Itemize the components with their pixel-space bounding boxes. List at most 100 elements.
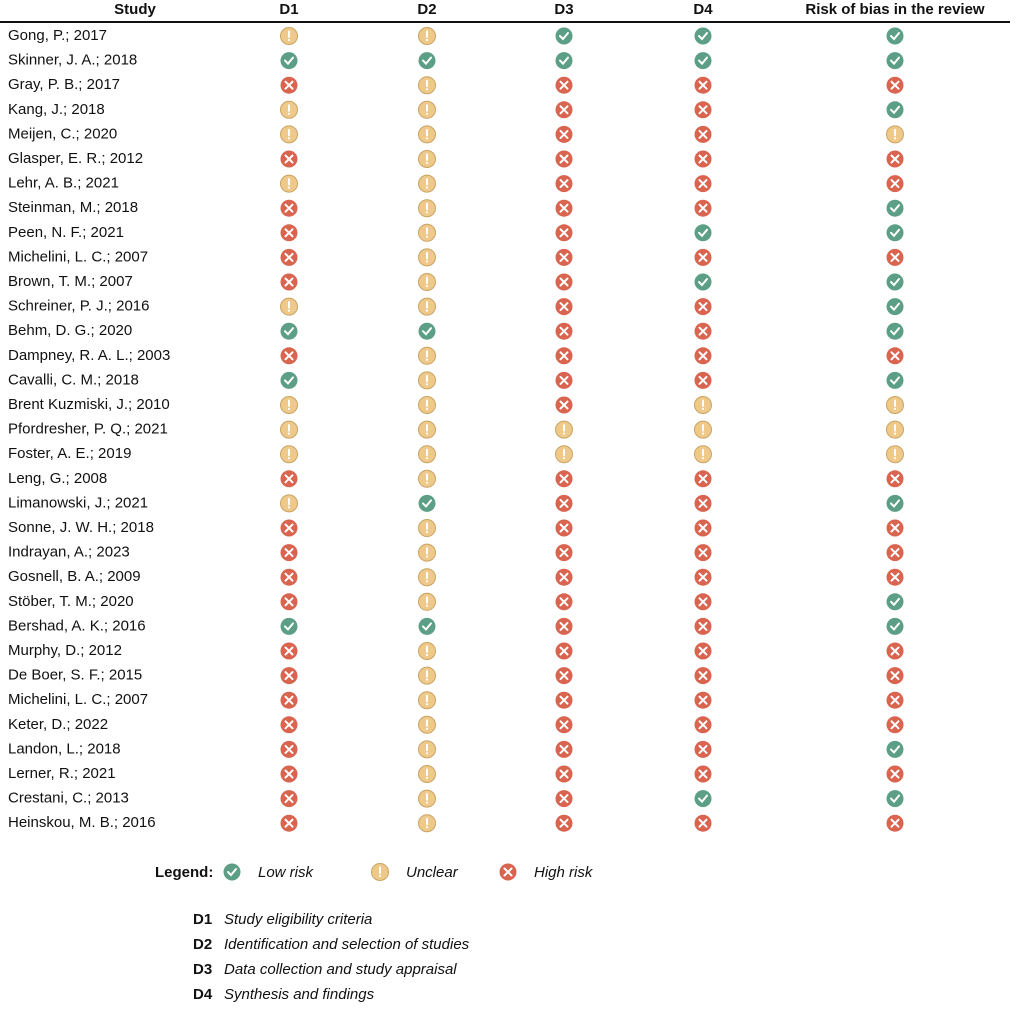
column-header: Risk of bias in the review (805, 1, 985, 18)
check-symbol (284, 622, 294, 631)
rating-icon (555, 175, 573, 193)
check-symbol (559, 32, 569, 41)
rating-icon (694, 642, 712, 660)
study-name: Pfordresher, P. Q.; 2021 (8, 421, 168, 438)
cross-symbol (890, 252, 900, 262)
cross-symbol (890, 646, 900, 656)
cross-symbol (284, 818, 294, 828)
cross-symbol (698, 129, 708, 139)
rating-icon (694, 52, 712, 70)
rating-icon (886, 691, 904, 709)
rating-icon (418, 617, 436, 635)
rating-icon (694, 667, 712, 685)
rating-icon (886, 371, 904, 389)
rating-icon (418, 248, 436, 267)
check-symbol (284, 376, 294, 385)
cross-symbol (890, 548, 900, 558)
legend-label: Unclear (406, 864, 459, 881)
cross-symbol (559, 400, 569, 410)
cross-symbol (559, 695, 569, 705)
rating-icon (499, 863, 517, 881)
icon-circle (418, 322, 436, 340)
study-name: Skinner, J. A.; 2018 (8, 52, 137, 69)
rating-icon (280, 691, 298, 709)
rating-icon (418, 642, 436, 660)
cross-symbol (284, 597, 294, 607)
exclaim-dot (425, 703, 429, 706)
cross-symbol (559, 105, 569, 115)
rating-icon (555, 790, 573, 808)
study-name: Indrayan, A.; 2023 (8, 544, 130, 561)
rating-icon (555, 519, 573, 537)
study-name: Michelini, L. C.; 2007 (8, 691, 148, 708)
rating-icon (418, 174, 436, 193)
cross-symbol (698, 203, 708, 213)
exclaim-dot (893, 432, 897, 435)
icon-circle (886, 199, 904, 217)
icon-circle (886, 322, 904, 340)
legend-label: Low risk (258, 864, 315, 881)
rating-icon (886, 150, 904, 168)
cross-symbol (559, 154, 569, 164)
rating-icon (555, 371, 573, 389)
cross-symbol (284, 671, 294, 681)
rating-icon (418, 543, 436, 562)
rating-icon (886, 347, 904, 365)
rating-icon (555, 396, 573, 414)
rating-icon (280, 814, 298, 832)
rating-icon (694, 691, 712, 709)
study-name: Peen, N. F.; 2021 (8, 224, 124, 241)
icon-circle (694, 52, 712, 70)
cross-symbol (698, 351, 708, 361)
rating-icon (418, 76, 436, 95)
rating-icon (694, 716, 712, 734)
cross-symbol (284, 695, 294, 705)
cross-symbol (559, 252, 569, 262)
icon-circle (886, 273, 904, 291)
rating-icon (886, 248, 904, 266)
check-symbol (890, 745, 900, 754)
rating-icon (418, 740, 436, 759)
definition-text: Data collection and study appraisal (224, 961, 457, 978)
exclaim-dot (425, 383, 429, 386)
exclaim-dot (562, 432, 566, 435)
rating-icon (280, 27, 298, 45)
exclaim-dot (425, 432, 429, 435)
rating-icon (555, 420, 573, 439)
rating-icon (280, 519, 298, 537)
check-symbol (698, 794, 708, 804)
rating-icon (418, 223, 436, 242)
rating-icon (280, 174, 298, 193)
study-name: Dampney, R. A. L.; 2003 (8, 347, 170, 364)
rating-icon (886, 76, 904, 94)
rating-icon (886, 519, 904, 537)
rating-icon (418, 125, 436, 144)
rating-icon (886, 642, 904, 660)
exclaim-dot (287, 407, 291, 411)
rating-icon (886, 740, 904, 758)
cross-symbol (698, 720, 708, 730)
rating-icon (694, 470, 712, 488)
rating-icon (555, 494, 573, 512)
cross-symbol (559, 351, 569, 361)
rating-icon (694, 765, 712, 783)
exclaim-dot (425, 580, 429, 583)
rating-icon (694, 568, 712, 586)
definition-text: Synthesis and findings (224, 986, 375, 1003)
icon-circle (418, 494, 436, 512)
cross-symbol (698, 474, 708, 484)
rating-icon (418, 371, 436, 390)
study-name: Lehr, A. B.; 2021 (8, 175, 119, 192)
rating-icon (418, 715, 436, 734)
cross-symbol (559, 523, 569, 533)
rating-icon (418, 100, 436, 119)
rating-icon (418, 322, 436, 340)
rating-icon (555, 52, 573, 70)
rating-icon (555, 298, 573, 316)
cross-symbol (559, 326, 569, 336)
rating-icon (280, 617, 298, 635)
icon-circle (886, 740, 904, 758)
cross-symbol (284, 277, 294, 287)
rating-icon (418, 27, 436, 45)
exclaim-dot (893, 137, 897, 140)
